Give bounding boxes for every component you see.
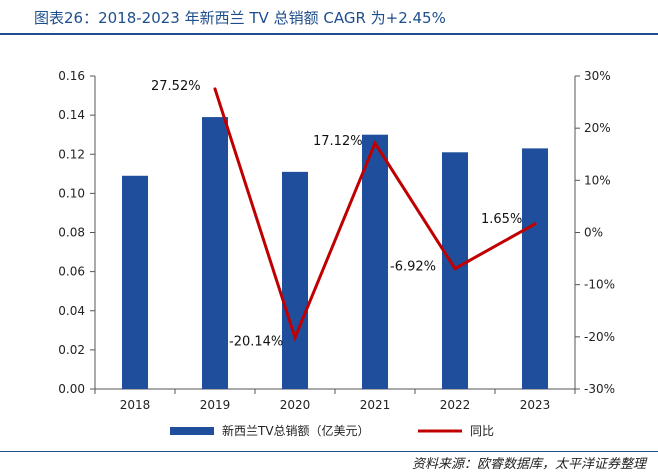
bar-2018 xyxy=(122,175,148,389)
x-tick-label: 2021 xyxy=(360,398,391,412)
bar-2019 xyxy=(202,117,228,390)
chart-title: 图表26：2018-2023 年新西兰 TV 总销额 CAGR 为+2.45% xyxy=(34,9,446,27)
bar-2020 xyxy=(282,171,308,389)
yoy-point-2022 xyxy=(453,267,457,271)
source-note: 资料来源：欧睿数据库，太平洋证券整理 xyxy=(411,457,646,472)
right-tick-label: -20% xyxy=(584,330,615,344)
data-label-2021: 17.12% xyxy=(313,134,363,149)
right-tick-label: 10% xyxy=(584,173,611,187)
bar-2021 xyxy=(362,134,388,389)
x-tick-label: 2022 xyxy=(440,398,471,412)
left-tick-label: 0.12 xyxy=(58,147,85,161)
legend-line-label: 同比 xyxy=(470,424,494,438)
left-tick-label: 0.02 xyxy=(58,343,85,357)
yoy-point-2019 xyxy=(213,87,217,91)
legend-bar-swatch xyxy=(170,427,214,435)
right-tick-label: -10% xyxy=(584,278,615,292)
right-tick-label: -30% xyxy=(584,382,615,396)
bar-2023 xyxy=(522,148,548,389)
footer-divider xyxy=(0,451,658,452)
yoy-point-2020 xyxy=(293,336,297,340)
title-divider xyxy=(0,33,658,35)
left-tick-label: 0.04 xyxy=(58,304,85,318)
x-tick-label: 2018 xyxy=(120,398,151,412)
yoy-point-2021 xyxy=(373,141,377,145)
data-label-2019: 27.52% xyxy=(151,79,201,94)
x-tick-label: 2023 xyxy=(520,398,551,412)
left-tick-label: 0.06 xyxy=(58,265,85,279)
right-tick-label: 30% xyxy=(584,69,611,83)
left-tick-label: 0.14 xyxy=(58,108,85,122)
left-tick-label: 0.10 xyxy=(58,186,85,200)
right-tick-label: 20% xyxy=(584,121,611,135)
yoy-point-2023 xyxy=(533,222,537,226)
left-tick-label: 0.08 xyxy=(58,226,85,240)
legend-bar-label: 新西兰TV总销额（亿美元） xyxy=(222,423,370,438)
bar-2022 xyxy=(442,152,468,389)
left-tick-label: 0.00 xyxy=(58,382,85,396)
data-label-2020: -20.14% xyxy=(229,335,283,350)
data-label-2022: -6.92% xyxy=(390,260,436,275)
data-label-2023: 1.65% xyxy=(481,212,522,227)
x-tick-label: 2019 xyxy=(200,398,231,412)
right-tick-label: 0% xyxy=(584,226,603,240)
left-tick-label: 0.16 xyxy=(58,69,85,83)
x-tick-label: 2020 xyxy=(280,398,311,412)
